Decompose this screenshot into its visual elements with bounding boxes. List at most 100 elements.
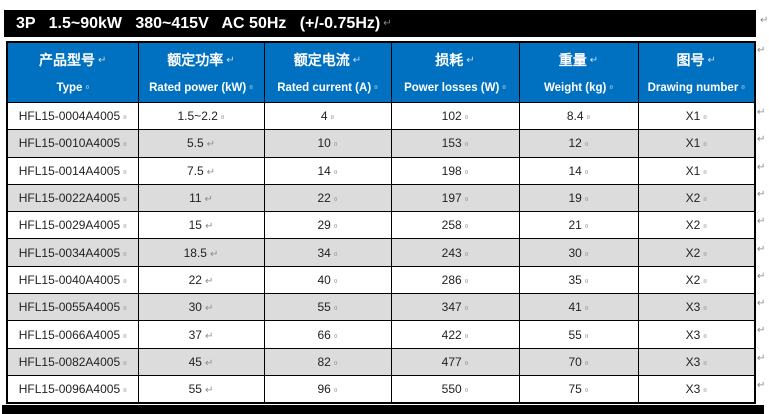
cell-end-mark: ¤ (464, 359, 469, 367)
cell-value: 153 (441, 136, 462, 151)
cell-weight[interactable]: 19 ¤ (518, 183, 639, 213)
cell-end-mark: ¤ (703, 359, 707, 367)
cell-value: 11 (189, 191, 202, 206)
cell-weight[interactable]: 75 ¤ (518, 374, 639, 404)
table-row: HFL15-0082A4005 ¤ 45 ↵ 82 ¤ 477 ¤ 70 ¤ X3 ¤ (6, 347, 756, 376)
cell-rated-power[interactable]: 30 ↵ (137, 293, 265, 322)
cell-power-losses[interactable]: 477 ¤ (390, 347, 520, 376)
cell-value: HFL15-0029A4005 (18, 218, 121, 233)
cell-drawing-number[interactable]: X1 ¤ (637, 156, 756, 185)
cell-power-losses[interactable]: 347 ¤ (390, 293, 520, 322)
cell-rated-current[interactable]: 96 ¤ (263, 374, 392, 404)
cell-rated-power[interactable]: 7.5 ↵ (137, 156, 265, 185)
cell-drawing-number[interactable]: X2 ¤ (637, 265, 756, 295)
col-header-rated-power[interactable]: 额定功率 ↵ Rated power (kW) ¤ (137, 41, 265, 103)
cell-value: 422 (441, 327, 462, 342)
cell-type[interactable]: HFL15-0082A4005 ¤ (6, 347, 139, 376)
cell-end-mark: ¤ (123, 196, 127, 204)
cell-value: 550 (441, 381, 462, 396)
cell-rated-current[interactable]: 40 ¤ (263, 265, 392, 295)
cell-rated-power[interactable]: 22 ↵ (137, 265, 265, 295)
cell-value: 30 (188, 300, 202, 315)
cell-weight[interactable]: 8.4 ¤ (518, 101, 639, 131)
cell-rated-power[interactable]: 5.5 ↵ (137, 129, 265, 158)
cell-type[interactable]: HFL15-0004A4005 ¤ (6, 101, 139, 131)
cell-power-losses[interactable]: 197 ¤ (390, 183, 520, 213)
cell-type[interactable]: HFL15-0055A4005 ¤ (6, 293, 139, 322)
cell-drawing-number[interactable]: X3 ¤ (637, 293, 756, 322)
cell-rated-current[interactable]: 29 ¤ (263, 211, 392, 240)
cell-drawing-number[interactable]: X1 ¤ (637, 101, 756, 131)
cell-end-mark: ¤ (464, 332, 469, 340)
cell-type[interactable]: HFL15-0029A4005 ¤ (6, 211, 139, 240)
cell-weight[interactable]: 21 ¤ (518, 211, 639, 240)
table-body: HFL15-0004A4005 ¤ 1.5~2.2 ¤ 4 ¤ 102 ¤ 8.4 ¤ X1 ¤ HFL… (6, 101, 756, 404)
cell-end-mark: ¤ (703, 277, 707, 285)
cell-drawing-number[interactable]: X3 ¤ (637, 347, 756, 376)
row-end-mark: ↵ (757, 271, 766, 282)
cell-weight[interactable]: 55 ¤ (518, 320, 639, 349)
cell-type[interactable]: HFL15-0014A4005 ¤ (6, 156, 139, 185)
col-header-type[interactable]: 产品型号 ↵ Type ¤ (6, 41, 139, 103)
cell-weight[interactable]: 30 ¤ (518, 238, 639, 267)
cell-type[interactable]: HFL15-0034A4005 ¤ (6, 238, 139, 267)
cell-power-losses[interactable]: 286 ¤ (390, 265, 520, 295)
cell-power-losses[interactable]: 243 ¤ (390, 238, 520, 267)
cell-end-mark: ¤ (584, 196, 589, 204)
cell-rated-power[interactable]: 55 ↵ (137, 374, 265, 404)
line-break-mark: ↵ (226, 54, 235, 66)
cell-type[interactable]: HFL15-0096A4005 ¤ (6, 374, 139, 404)
cell-value: X2 (685, 272, 701, 287)
cell-weight[interactable]: 35 ¤ (518, 265, 639, 295)
cell-power-losses[interactable]: 258 ¤ (390, 211, 520, 240)
cell-rated-power[interactable]: 1.5~2.2 ¤ (137, 101, 265, 131)
col-header-rated-current[interactable]: 额定电流 ↵ Rated current (A) ¤ (263, 41, 392, 103)
col-header-power-losses[interactable]: 损耗 ↵ Power losses (W) ¤ (390, 41, 520, 103)
col-header-en: Rated current (A) (277, 81, 372, 94)
cell-weight[interactable]: 14 ¤ (518, 156, 639, 185)
cell-rated-current[interactable]: 4 ¤ (263, 101, 392, 131)
cell-rated-power[interactable]: 11 ↵ (137, 183, 265, 213)
cell-power-losses[interactable]: 422 ¤ (390, 320, 520, 349)
cell-value: X3 (685, 381, 701, 396)
cell-rated-current[interactable]: 55 ¤ (263, 293, 392, 322)
row-end-mark: ↵ (757, 244, 766, 255)
cell-rated-power[interactable]: 15 ↵ (137, 211, 265, 240)
cell-drawing-number[interactable]: X3 ¤ (637, 374, 756, 404)
cell-value: 29 (317, 218, 331, 233)
cell-drawing-number[interactable]: X2 ¤ (637, 238, 756, 267)
cell-end-mark: ¤ (123, 386, 127, 394)
cell-drawing-number[interactable]: X2 ¤ (637, 211, 756, 240)
cell-end-mark: ¤ (333, 196, 338, 204)
col-header-weight[interactable]: 重量 ↵ Weight (kg) ¤ (518, 41, 639, 103)
cell-rated-current[interactable]: 14 ¤ (263, 156, 392, 185)
cell-drawing-number[interactable]: X1 ¤ (637, 129, 756, 158)
cell-power-losses[interactable]: 102 ¤ (390, 101, 520, 131)
cell-rated-power[interactable]: 37 ↵ (137, 320, 265, 349)
cell-rated-current[interactable]: 66 ¤ (263, 320, 392, 349)
line-break-mark: ↵ (204, 357, 214, 369)
cell-power-losses[interactable]: 550 ¤ (390, 374, 520, 404)
cell-weight[interactable]: 41 ¤ (518, 293, 639, 322)
cell-type[interactable]: HFL15-0010A4005 ¤ (6, 129, 139, 158)
cell-end-mark: ¤ (123, 277, 127, 285)
cell-power-losses[interactable]: 153 ¤ (390, 129, 520, 158)
cell-weight[interactable]: 70 ¤ (518, 347, 639, 376)
cell-type[interactable]: HFL15-0066A4005 ¤ (6, 320, 139, 349)
cell-rated-power[interactable]: 18.5 ↵ (137, 238, 265, 267)
cell-rated-power[interactable]: 45 ↵ (137, 347, 265, 376)
cell-power-losses[interactable]: 198 ¤ (390, 156, 520, 185)
cell-rated-current[interactable]: 10 ¤ (263, 129, 392, 158)
cell-value: HFL15-0034A4005 (18, 245, 121, 260)
table-title[interactable]: 3P 1.5~90kW 380~415V AC 50Hz (+/-0.75Hz) (16, 14, 381, 32)
cell-type[interactable]: HFL15-0040A4005 ¤ (6, 265, 139, 295)
cell-rated-current[interactable]: 82 ¤ (263, 347, 392, 376)
cell-drawing-number[interactable]: X3 ¤ (637, 320, 756, 349)
cell-drawing-number[interactable]: X2 ¤ (637, 183, 756, 213)
cell-rated-current[interactable]: 22 ¤ (263, 183, 392, 213)
cell-type[interactable]: HFL15-0022A4005 ¤ (6, 183, 139, 213)
cell-rated-current[interactable]: 34 ¤ (263, 238, 392, 267)
row-end-mark: ↵ (757, 216, 766, 227)
cell-weight[interactable]: 12 ¤ (518, 129, 639, 158)
col-header-drawing-number[interactable]: 图号 ↵ Drawing number ¤ (637, 41, 756, 103)
